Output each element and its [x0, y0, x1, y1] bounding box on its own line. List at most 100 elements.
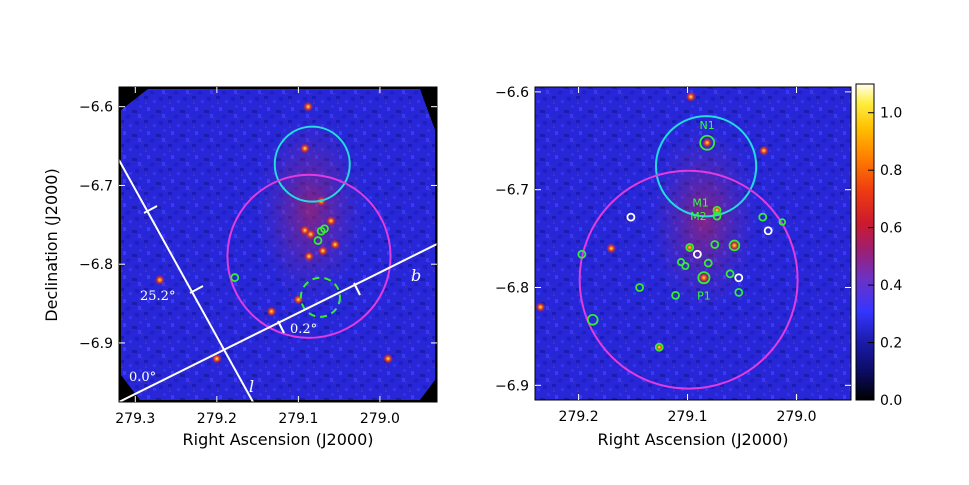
galactic-tick — [143, 205, 158, 214]
source-marker — [577, 249, 587, 259]
left-y-axis-title: Declination (J2000) — [42, 168, 61, 321]
bright-spot — [317, 245, 328, 256]
galactic-b-label: b — [411, 266, 421, 285]
source-marker — [681, 261, 690, 271]
bright-spot — [606, 243, 617, 254]
galactic-tick — [353, 282, 361, 296]
left-ticks: 279.3 279.2 279.1 279.0 −6.6 −6.7 −6.8 −6.9 — [79, 87, 437, 427]
galactic-l-line — [119, 159, 254, 402]
source-marker — [712, 211, 722, 221]
white-source-marker — [763, 226, 773, 236]
y-tick-label: −6.7 — [79, 178, 113, 194]
y-tick-label: −6.8 — [495, 281, 529, 297]
bright-spot — [729, 240, 740, 251]
bright-spot — [211, 353, 222, 364]
galactic-l-label: l — [249, 377, 254, 396]
y-tick-label: −6.7 — [495, 183, 529, 199]
source-marker — [699, 134, 716, 151]
bright-spot — [303, 251, 314, 262]
source-marker — [728, 239, 741, 252]
x-tick-label: 279.2 — [559, 409, 599, 425]
source-marker — [778, 218, 787, 226]
right-ticks: 279.2 279.1 279.0 −6.6 −6.7 −6.8 −6.9 — [495, 85, 851, 425]
source-marker — [671, 290, 680, 300]
bright-spot — [685, 91, 696, 102]
right-regions — [578, 115, 799, 390]
y-tick-label: −6.9 — [79, 336, 113, 352]
bright-spot — [154, 274, 165, 285]
source-marker — [635, 283, 645, 292]
galactic-corner-label: 0.0° — [129, 370, 156, 385]
bright-spot — [383, 353, 394, 364]
x-tick-label: 279.0 — [776, 409, 816, 425]
x-tick-label: 279.0 — [360, 411, 400, 427]
magenta-region — [226, 173, 392, 339]
source-label: M2 — [690, 210, 707, 223]
left-axes-frame — [118, 86, 438, 403]
colorbar — [855, 83, 875, 401]
right-x-axis-title: Right Ascension (J2000) — [598, 430, 789, 449]
colorbar-tick-label: 0.2 — [880, 336, 902, 352]
source-marker — [734, 288, 744, 297]
galactic-l-value-label: 25.2° — [140, 289, 175, 304]
right-source-markers — [577, 134, 787, 352]
bright-spot — [305, 229, 316, 240]
x-tick-label: 279.1 — [278, 411, 318, 427]
galactic-b-value-label: 0.2° — [290, 322, 317, 337]
source-marker — [725, 269, 735, 279]
bright-spot — [266, 306, 277, 317]
source-marker — [685, 243, 695, 252]
x-tick-label: 279.2 — [197, 411, 237, 427]
white-source-marker — [734, 273, 744, 283]
source-marker — [586, 313, 599, 326]
source-marker — [710, 240, 720, 249]
source-marker — [758, 212, 768, 222]
bright-spot — [299, 143, 310, 154]
left-panel: 25.2° 0.2° 0.0° l b 279.3 279.2 279.1 279.0… — [42, 86, 438, 449]
colorbar-tick-label: 0.0 — [880, 393, 902, 409]
bright-spot — [303, 101, 314, 112]
source-marker — [313, 236, 323, 245]
cyan-region — [654, 115, 758, 218]
right-axes-frame — [534, 86, 852, 401]
emission-glow — [255, 114, 366, 305]
magenta-region — [578, 169, 799, 390]
bright-spot — [535, 302, 546, 313]
left-source-markers — [230, 224, 329, 282]
source-marker — [703, 258, 713, 268]
left-bright-spots — [154, 101, 394, 364]
bright-spot — [758, 145, 769, 156]
colorbar-tick-label: 0.8 — [880, 163, 902, 179]
green-dashed-region — [299, 276, 341, 318]
left-regions — [226, 125, 392, 339]
source-marker — [654, 342, 664, 352]
y-tick-label: −6.8 — [79, 257, 113, 273]
bright-spot — [698, 272, 709, 283]
y-tick-label: −6.9 — [495, 378, 529, 394]
colorbar-ticks: 0.0 0.2 0.4 0.6 0.8 1.0 — [868, 106, 902, 409]
source-label: P1 — [697, 289, 711, 302]
y-tick-label: −6.6 — [79, 100, 113, 116]
white-source-marker — [692, 249, 702, 259]
colorbar-tick-label: 1.0 — [880, 106, 902, 122]
bright-spot — [330, 239, 341, 250]
bright-spot — [326, 215, 336, 226]
galactic-tick — [277, 320, 285, 334]
galactic-tick — [189, 285, 204, 294]
source-label: M1 — [692, 196, 709, 209]
source-marker — [697, 271, 711, 285]
source-marker — [676, 258, 686, 267]
y-tick-label: −6.6 — [495, 85, 529, 101]
x-tick-label: 279.3 — [115, 411, 155, 427]
left-x-axis-title: Right Ascension (J2000) — [183, 430, 374, 449]
cyan-region — [273, 125, 351, 203]
colorbar-tick-label: 0.4 — [880, 278, 902, 294]
source-marker — [320, 224, 329, 234]
white-source-marker — [626, 212, 636, 222]
source-label: N1 — [700, 119, 715, 132]
source-marker — [230, 273, 240, 282]
bright-spot — [293, 294, 304, 305]
